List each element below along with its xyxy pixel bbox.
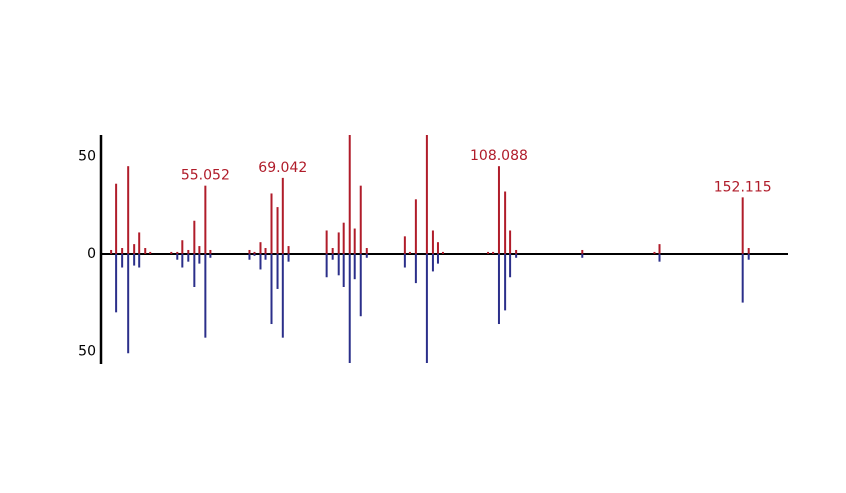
peak-bar (121, 248, 124, 254)
peak-bar (253, 251, 256, 254)
y-tick-label: 50 (78, 148, 96, 164)
peak-bar (127, 253, 130, 354)
peak-bar (504, 191, 507, 254)
peak-annotation: 55.052 (181, 168, 230, 184)
peak-bar (133, 244, 136, 254)
peak-bar (581, 249, 584, 254)
peak-bar (741, 197, 744, 254)
peak-bar (181, 240, 184, 254)
peak-bar (209, 249, 212, 254)
peak-bar (187, 249, 190, 254)
peak-bar (170, 251, 173, 254)
peak-bar (436, 253, 439, 264)
peak-bar (741, 253, 744, 303)
peak-bar (270, 253, 273, 325)
peak-bar (365, 253, 368, 258)
peak-bar (276, 253, 279, 289)
peak-bar (487, 251, 490, 254)
y-tick-label: 50 (78, 343, 96, 359)
peak-bar (441, 251, 444, 254)
peak-bar (264, 248, 267, 254)
peak-bar (497, 166, 500, 254)
peak-bar (204, 253, 207, 338)
peak-bar (133, 253, 136, 266)
peak-bar (359, 253, 362, 317)
peak-bar (325, 253, 328, 278)
peak-bar (425, 253, 428, 363)
peak-bar (198, 253, 201, 264)
peak-bar (331, 248, 334, 254)
peak-bar (509, 230, 512, 254)
peak-bar (342, 253, 345, 287)
peak-bar (337, 253, 340, 276)
peak-bar (259, 253, 262, 270)
peak-bar (515, 253, 518, 258)
peak-bar (144, 248, 147, 254)
peak-bar (264, 253, 267, 260)
peak-bar (248, 253, 251, 260)
peak-bar (115, 183, 118, 254)
peak-bar (193, 220, 196, 254)
peak-bar (176, 253, 179, 260)
peak-bar (348, 253, 351, 363)
peak-bar (259, 242, 262, 254)
peak-bar (653, 251, 656, 254)
peak-bar (270, 193, 273, 254)
peak-bar (408, 251, 411, 254)
peak-annotation: 108.088 (470, 148, 528, 164)
peak-bar (504, 253, 507, 311)
peak-bar (403, 253, 406, 268)
peak-bar (138, 253, 141, 268)
peak-bar (403, 236, 406, 254)
peak-bar (747, 253, 750, 260)
y-tick-label: 0 (87, 246, 96, 262)
peak-bar (287, 246, 290, 254)
peak-bar (414, 199, 417, 254)
peak-bar (747, 248, 750, 254)
peak-bar (414, 253, 417, 284)
peak-bar (515, 249, 518, 254)
peak-bar (187, 253, 190, 262)
peak-bar (353, 253, 356, 280)
peak-bar (348, 135, 351, 254)
peak-bar (110, 249, 113, 254)
peak-bar (204, 185, 207, 254)
peak-bar (287, 253, 290, 262)
peak-bar (581, 253, 584, 258)
peak-bar (198, 246, 201, 254)
peak-bar (193, 253, 196, 287)
peak-bar (149, 251, 152, 254)
peak-bar (127, 166, 130, 254)
peak-bar (509, 253, 512, 278)
peak-bar (337, 232, 340, 254)
peak-bar (253, 253, 256, 256)
peak-bar (658, 244, 661, 254)
peak-annotation: 69.042 (258, 160, 307, 176)
peak-bar (436, 242, 439, 254)
peak-bar (176, 251, 179, 254)
peak-bar (248, 249, 251, 254)
peak-bar (281, 253, 284, 338)
peak-bar (431, 230, 434, 254)
peak-bar (425, 135, 428, 254)
peak-bar (658, 253, 661, 262)
peak-bar (121, 253, 124, 268)
peak-bar (359, 185, 362, 254)
peak-bar (281, 177, 284, 254)
peak-bar (325, 230, 328, 254)
peak-bar (431, 253, 434, 272)
peak-bar (342, 222, 345, 254)
peak-bar (365, 248, 368, 254)
peak-bar (138, 232, 141, 254)
peak-annotation: 152.115 (714, 179, 772, 195)
peak-bar (353, 228, 356, 254)
peak-bar (209, 253, 212, 258)
peak-bar (181, 253, 184, 268)
peak-bar (276, 207, 279, 254)
peak-bar (492, 251, 495, 254)
peak-bar (497, 253, 500, 325)
peak-bar (331, 253, 334, 260)
peak-bar (115, 253, 118, 313)
